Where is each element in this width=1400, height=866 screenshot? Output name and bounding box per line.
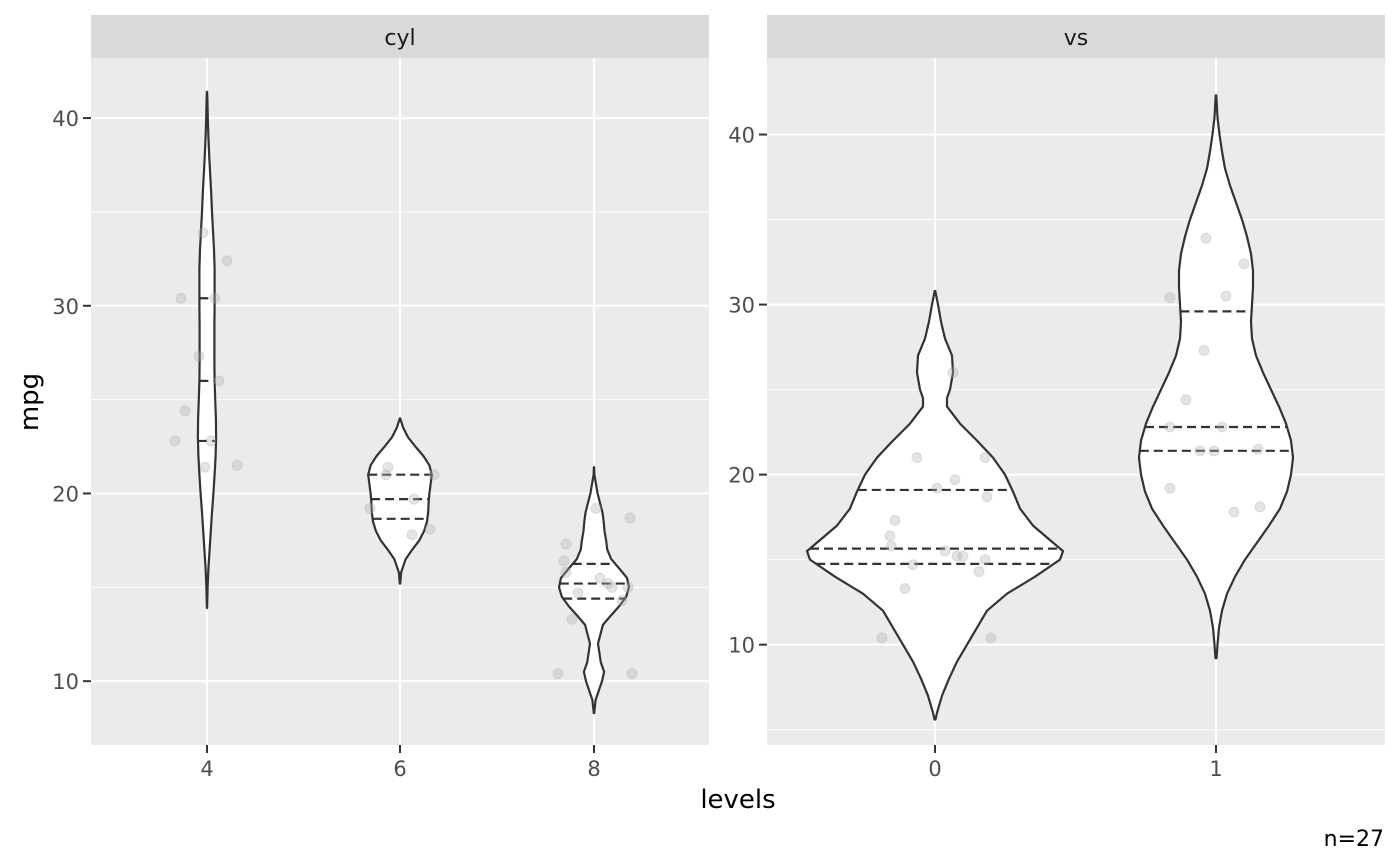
- data-point: [981, 491, 993, 503]
- data-point: [197, 227, 209, 239]
- data-point: [1208, 445, 1220, 457]
- strip-label: vs: [1064, 26, 1088, 51]
- data-point: [951, 550, 963, 562]
- data-point: [179, 405, 191, 417]
- violin-body: [557, 466, 631, 715]
- data-point: [1216, 421, 1228, 433]
- data-point: [907, 559, 919, 571]
- data-point: [624, 512, 636, 524]
- data-point: [939, 545, 951, 557]
- data-point: [602, 578, 614, 590]
- data-point: [552, 668, 564, 680]
- data-point: [899, 583, 911, 595]
- data-point: [193, 350, 205, 362]
- y-tick-label: 20: [52, 482, 79, 506]
- violin-body: [196, 90, 218, 610]
- data-point: [231, 459, 243, 471]
- data-point: [985, 632, 997, 644]
- x-tick-label: 1: [1209, 757, 1222, 781]
- caption: n=27: [1324, 827, 1384, 852]
- data-point: [947, 367, 959, 379]
- data-point: [380, 469, 392, 481]
- strip-label: cyl: [384, 26, 415, 51]
- data-point: [1164, 482, 1176, 494]
- data-point: [1252, 443, 1264, 455]
- x-tick-label: 4: [200, 757, 213, 781]
- data-point: [382, 461, 394, 473]
- data-point: [221, 255, 233, 267]
- data-point: [558, 555, 570, 567]
- data-point: [979, 452, 991, 464]
- panel-background: [767, 58, 1385, 745]
- data-point: [622, 581, 634, 593]
- data-point: [626, 668, 638, 680]
- data-point: [1198, 344, 1210, 356]
- data-point: [364, 502, 376, 514]
- data-point: [616, 594, 628, 606]
- violin-6: [364, 417, 440, 585]
- violin-body: [367, 417, 433, 585]
- data-point: [949, 474, 961, 486]
- facet-panel-cyl: cyl 10 20 30 40 4 6 8: [52, 15, 709, 781]
- x-tick-label: 6: [393, 757, 406, 781]
- data-point: [1200, 232, 1212, 244]
- data-point: [408, 493, 420, 505]
- data-point: [406, 529, 418, 541]
- data-point: [424, 523, 436, 535]
- data-point: [175, 292, 187, 304]
- y-tick-label: 40: [52, 107, 79, 131]
- y-axis-title: mpg: [15, 373, 45, 431]
- y-tick-label: 10: [52, 670, 79, 694]
- data-point: [1180, 394, 1192, 406]
- data-point: [428, 469, 440, 481]
- strip-background: [767, 15, 1385, 58]
- data-point: [606, 581, 618, 593]
- violin-body: [805, 289, 1065, 721]
- y-tick-label: 30: [728, 294, 755, 318]
- x-tick-label: 0: [928, 757, 941, 781]
- y-tick-label: 30: [52, 295, 79, 319]
- data-point: [1254, 501, 1266, 513]
- data-point: [566, 613, 578, 625]
- data-point: [973, 566, 985, 578]
- y-tick-label: 40: [728, 124, 755, 148]
- data-point: [213, 375, 225, 387]
- data-point: [979, 554, 991, 566]
- data-point: [1238, 258, 1250, 270]
- facet-panel-vs: vs 10 20 30 40 0 1: [728, 15, 1385, 781]
- violin-8: [552, 466, 638, 715]
- data-point: [1194, 445, 1206, 457]
- strip-background: [91, 15, 709, 58]
- violin-0: [805, 289, 1065, 721]
- data-point: [1164, 421, 1176, 433]
- data-point: [169, 435, 181, 447]
- data-point: [560, 566, 572, 578]
- data-point: [911, 452, 923, 464]
- data-point: [931, 482, 943, 494]
- data-point: [1228, 506, 1240, 518]
- data-point: [560, 538, 572, 550]
- data-point: [876, 632, 888, 644]
- data-point: [1220, 290, 1232, 302]
- data-point: [572, 587, 584, 599]
- violin-1: [1137, 94, 1295, 660]
- violin-4: [169, 90, 243, 610]
- data-point: [884, 530, 896, 542]
- y-tick-label: 20: [728, 464, 755, 488]
- data-point: [205, 435, 217, 447]
- data-point: [594, 572, 606, 584]
- data-point: [590, 502, 602, 514]
- data-point: [889, 515, 901, 527]
- data-point: [199, 461, 211, 473]
- data-point: [957, 550, 969, 562]
- data-point: [1164, 292, 1176, 304]
- y-tick-label: 10: [728, 634, 755, 658]
- violin-body: [1137, 94, 1295, 660]
- data-point: [885, 540, 897, 552]
- data-point: [209, 292, 221, 304]
- x-tick-label: 8: [587, 757, 600, 781]
- x-axis-title: levels: [700, 785, 775, 815]
